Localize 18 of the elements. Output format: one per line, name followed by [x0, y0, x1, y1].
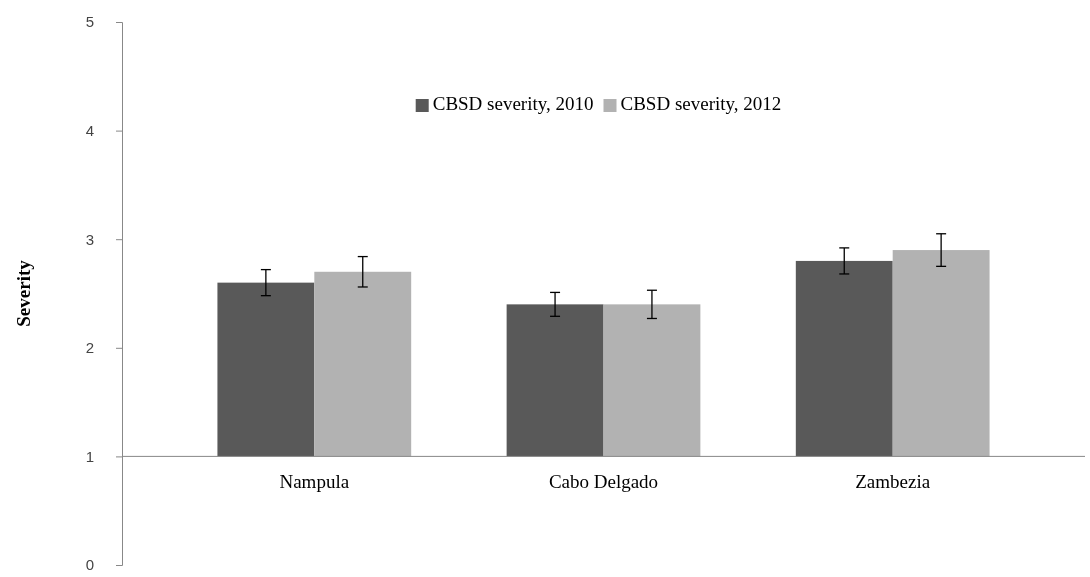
y-tick-label: 0	[85, 556, 94, 574]
legend-label: CBSD severity, 2010	[432, 93, 594, 114]
y-tick-label: 2	[85, 339, 94, 357]
y-tick-label: 3	[85, 230, 94, 248]
bar	[217, 282, 315, 457]
x-tick-label: Zambezia	[855, 471, 931, 493]
y-tick-label: 5	[85, 13, 94, 31]
bar	[795, 260, 893, 457]
legend-label: CBSD severity, 2012	[620, 93, 782, 114]
bar	[892, 250, 990, 457]
x-tick-label: Nampula	[279, 471, 350, 493]
x-tick-label: Cabo Delgado	[548, 471, 659, 493]
y-tick-label: 1	[85, 447, 94, 465]
bar	[314, 271, 412, 457]
bar	[506, 304, 604, 457]
bar	[603, 304, 701, 457]
y-axis-title: Severity	[13, 259, 34, 327]
y-tick-label: 4	[85, 121, 94, 139]
